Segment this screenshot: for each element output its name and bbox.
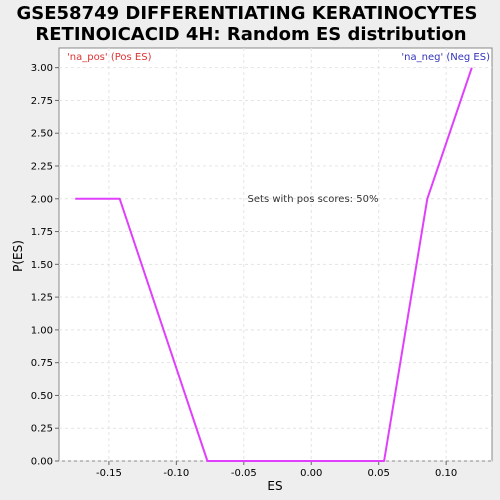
chart-title-line2: RETINOICACID 4H: Random ES distribution <box>35 24 466 45</box>
y-tick-label: 2.25 <box>31 162 53 173</box>
y-tick-label: 3.00 <box>31 63 53 74</box>
y-tick-label: 1.75 <box>31 227 53 238</box>
y-tick-label: 1.50 <box>31 260 53 271</box>
x-tick-label: -0.05 <box>231 468 257 479</box>
y-tick-label: 0.75 <box>31 358 53 369</box>
x-tick-label: -0.15 <box>96 468 122 479</box>
x-tick-label: -0.10 <box>163 468 189 479</box>
y-tick-label: 0.00 <box>31 457 53 468</box>
y-axis-label: P(ES) <box>11 240 25 272</box>
y-tick-label: 1.25 <box>31 293 53 304</box>
x-tick-label: 0.10 <box>435 468 457 479</box>
grid <box>59 48 492 462</box>
pos-es-label: 'na_pos' (Pos ES) <box>67 52 152 63</box>
neg-es-label: 'na_neg' (Neg ES) <box>401 52 490 63</box>
y-tick-label: 2.50 <box>31 129 53 140</box>
x-tick-label: 0.00 <box>300 468 322 479</box>
series-group <box>75 67 473 462</box>
chart-title-line1: GSE58749 DIFFERENTIATING KERATINOCYTES <box>16 3 477 24</box>
y-axis: 0.00 0.25 0.50 0.75 1.00 1.25 1.50 1.75 2.00 2.25… <box>31 63 59 468</box>
y-tick-label: 2.00 <box>31 194 53 205</box>
x-axis: -0.15 -0.10 -0.05 0.00 0.05 0.10 <box>96 461 457 479</box>
y-tick-label: 1.00 <box>31 325 53 336</box>
pos-score-annotation: Sets with pos scores: 50% <box>248 194 379 205</box>
x-axis-label: ES <box>267 479 282 493</box>
y-tick-label: 2.75 <box>31 96 53 107</box>
y-tick-label: 0.50 <box>31 391 53 402</box>
series-line <box>75 67 473 462</box>
x-tick-label: 0.05 <box>368 468 390 479</box>
plot-area <box>58 47 493 462</box>
y-tick-label: 0.25 <box>31 424 53 435</box>
